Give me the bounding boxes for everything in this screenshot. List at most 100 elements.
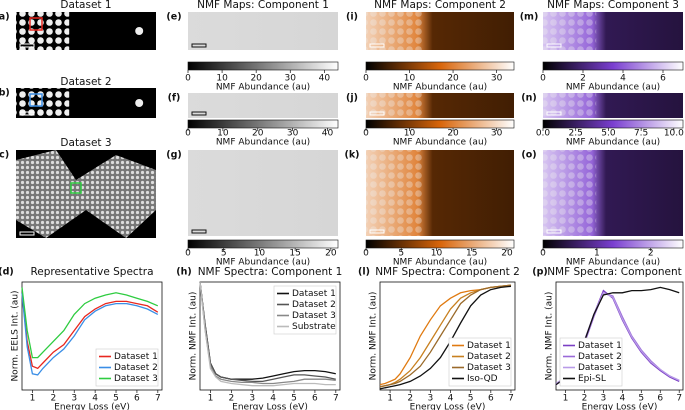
panel-title: Representative Spectra xyxy=(30,266,153,278)
colorbar-tick-label: 0 xyxy=(363,249,369,259)
colorbar-tick-label: 30 xyxy=(491,129,503,139)
colorbar-tick-label: 10 xyxy=(404,74,416,84)
x-tick-label: 6 xyxy=(657,394,663,404)
y-axis-label: Norm. NMF Int. (au) xyxy=(545,292,555,381)
colorbar-tick-label: 20 xyxy=(325,249,337,259)
scale-bar xyxy=(19,43,35,48)
panel-letter: (a) xyxy=(0,12,10,23)
colorbar-tick-label: 2 xyxy=(648,249,654,259)
colorbar-label: NMF Abundance (au) xyxy=(566,138,660,148)
x-tick-label: 1 xyxy=(208,394,214,404)
scale-bar xyxy=(19,111,35,116)
map-image xyxy=(188,93,338,118)
map-image xyxy=(188,12,338,50)
legend-label: Dataset 1 xyxy=(292,289,336,299)
panel-title: NMF Maps: Component 2 xyxy=(374,0,506,11)
plot-frame xyxy=(379,281,516,391)
panel-title: NMF Spectra: Component 1 xyxy=(198,266,343,278)
legend-label: Dataset 3 xyxy=(578,363,622,373)
x-tick-label: 2 xyxy=(407,394,413,404)
x-tick-label: 5 xyxy=(291,394,297,404)
panel-letter: (k) xyxy=(344,150,359,161)
x-tick-label: 7 xyxy=(676,394,682,404)
x-tick-label: 5 xyxy=(113,394,119,404)
colorbar-label: NMF Abundance (au) xyxy=(393,258,487,268)
scale-bar xyxy=(546,229,562,234)
colorbar xyxy=(542,119,684,129)
legend-label: Dataset 3 xyxy=(292,311,336,321)
x-tick-label: 6 xyxy=(488,394,494,404)
y-axis-label: Norm. EELS Int. (au) xyxy=(11,290,21,381)
colorbar-tick-label: 5 xyxy=(398,249,404,259)
panel-letter: (j) xyxy=(346,93,358,104)
colorbar-tick-label: 20 xyxy=(252,129,264,139)
series-line xyxy=(21,287,159,359)
panel-letter: (p) xyxy=(532,267,547,278)
colorbar xyxy=(187,61,339,71)
legend-label: Dataset 2 xyxy=(578,352,622,362)
panel-letter: (n) xyxy=(521,93,536,104)
panel-letter: (f) xyxy=(168,93,181,104)
scale-bar xyxy=(546,43,562,48)
dataset-mesh xyxy=(16,150,156,238)
colorbar xyxy=(542,239,684,249)
x-tick-label: 3 xyxy=(71,394,77,404)
roi-box xyxy=(29,17,43,31)
colorbar-tick-label: 7.5 xyxy=(634,129,648,139)
panel-title: NMF Spectra: Component 2 xyxy=(375,266,520,278)
x-tick-label: 4 xyxy=(448,394,454,404)
scale-bar xyxy=(19,231,35,236)
scale-bar xyxy=(191,43,207,48)
panel-title: Dataset 3 xyxy=(60,137,111,149)
colorbar-tick-label: 10 xyxy=(216,74,228,84)
colorbar-tick-label: 6 xyxy=(660,74,666,84)
scale-bar xyxy=(369,229,385,234)
colorbar-label: NMF Abundance (au) xyxy=(393,138,487,148)
colorbar xyxy=(365,61,515,71)
panel-letter: (b) xyxy=(0,88,10,99)
x-tick-label: 1 xyxy=(30,394,36,404)
x-tick-label: 3 xyxy=(249,394,255,404)
panel-letter: (e) xyxy=(166,12,181,23)
x-tick-label: 4 xyxy=(270,394,276,404)
legend-label: Dataset 3 xyxy=(114,374,158,384)
y-axis-label: Norm. NMF Int. (au) xyxy=(189,292,199,381)
x-axis-label: Energy Loss (eV) xyxy=(232,403,308,410)
map-lattice xyxy=(543,150,597,236)
x-tick-label: 4 xyxy=(619,394,625,404)
x-tick-label: 1 xyxy=(563,394,569,404)
colorbar xyxy=(542,61,684,71)
panel-letter: (c) xyxy=(0,150,9,161)
x-tick-label: 7 xyxy=(508,394,514,404)
panel-letter: (h) xyxy=(176,267,191,278)
x-tick-label: 1 xyxy=(387,394,393,404)
series-line xyxy=(199,281,336,383)
colorbar xyxy=(365,239,515,249)
colorbar-tick-label: 10.0 xyxy=(664,129,684,139)
series-line xyxy=(21,292,159,370)
x-tick-label: 5 xyxy=(468,394,474,404)
colorbar-tick-label: 5.0 xyxy=(601,129,616,139)
colorbar-tick-label: 20 xyxy=(250,74,262,84)
plot-frame xyxy=(555,281,684,391)
colorbar-tick-label: 4 xyxy=(620,74,626,84)
panel-title: NMF Maps: Component 1 xyxy=(197,0,329,11)
x-axis-label: Energy Loss (eV) xyxy=(54,403,130,410)
colorbar-tick-label: 30 xyxy=(287,129,299,139)
colorbar-label: NMF Abundance (au) xyxy=(566,83,660,93)
legend-label: Dataset 2 xyxy=(292,300,336,310)
colorbar-tick-label: 1 xyxy=(594,249,600,259)
x-tick-label: 7 xyxy=(333,394,339,404)
map-lattice xyxy=(543,93,597,118)
legend-label: Dataset 2 xyxy=(114,363,158,373)
legend-label: Substrate xyxy=(292,322,336,332)
colorbar-tick-label: 20 xyxy=(501,249,513,259)
colorbar-tick-label: 0 xyxy=(185,249,191,259)
colorbar-label: NMF Abundance (au) xyxy=(393,83,487,93)
colorbar xyxy=(187,239,339,249)
x-tick-label: 2 xyxy=(50,394,56,404)
colorbar xyxy=(187,119,339,129)
series-line xyxy=(379,284,512,388)
x-tick-label: 6 xyxy=(134,394,140,404)
legend-label: Dataset 1 xyxy=(467,341,511,351)
